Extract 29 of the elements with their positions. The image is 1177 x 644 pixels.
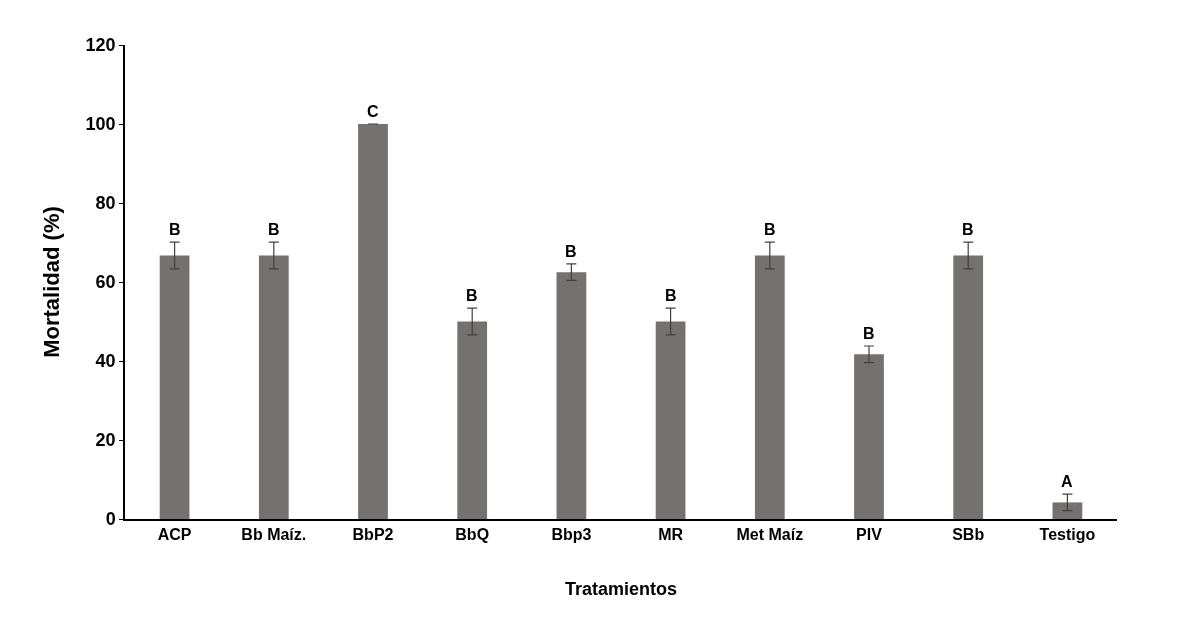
annotation: B xyxy=(565,243,577,260)
annotation: B xyxy=(665,287,677,304)
x-tick-label: Testigo xyxy=(1039,525,1096,543)
y-tick-label: 60 xyxy=(95,272,116,293)
annotation: C xyxy=(367,103,379,120)
y-tick-label: 80 xyxy=(95,193,116,214)
annotation: A xyxy=(1061,473,1073,490)
x-tick-label: ACP xyxy=(157,525,192,543)
annotation: B xyxy=(268,221,280,238)
x-tick-label: Bb Maíz. xyxy=(241,525,307,543)
x-axis-title: Tratamientos xyxy=(564,578,678,599)
annotation: B xyxy=(863,325,875,342)
y-axis-title: Mortalidad (%) xyxy=(38,206,64,358)
x-tick-label: BbP2 xyxy=(352,525,394,543)
annotation: B xyxy=(962,221,974,238)
annotation: B xyxy=(764,221,776,238)
y-tick-label: 120 xyxy=(85,35,116,56)
y-tick-label: 40 xyxy=(95,351,116,372)
x-tick-label: PIV xyxy=(856,525,883,543)
x-tick-label: Met Maíz xyxy=(736,525,804,543)
annotation: B xyxy=(466,287,478,304)
y-tick-label: 20 xyxy=(95,430,116,451)
annotation: B xyxy=(169,221,181,238)
x-tick-label: BbQ xyxy=(455,525,490,543)
x-tick-label: MR xyxy=(658,525,684,543)
y-tick-label: 100 xyxy=(85,114,116,135)
x-tick-label: Bbp3 xyxy=(551,525,592,543)
y-tick-label: 0 xyxy=(105,509,116,530)
x-tick-label: SBb xyxy=(952,525,985,543)
